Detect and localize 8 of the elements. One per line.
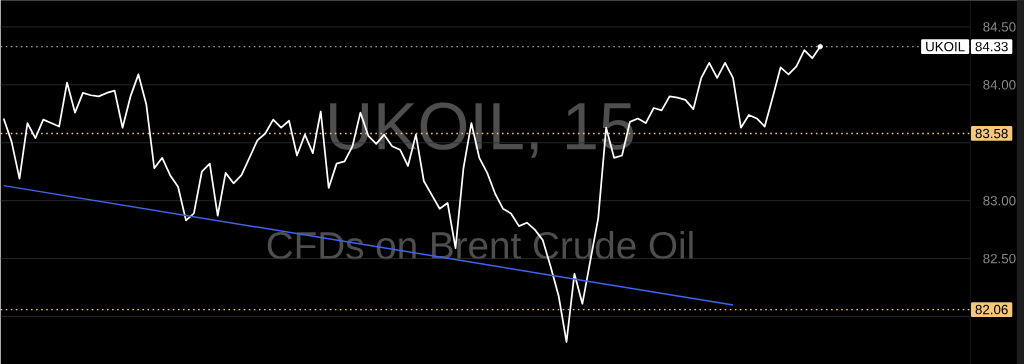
annotation: UKOIL [926, 41, 965, 52]
y-tick-label: 84.00 [983, 79, 1016, 90]
y-tick-label: 83.00 [983, 195, 1016, 206]
ref-line-label: 82.06 [975, 304, 1008, 315]
y-tick-label: 82.50 [983, 253, 1016, 264]
y-tick-label: 84.50 [983, 22, 1016, 32]
ref-line-label: 84.33 [975, 41, 1008, 52]
ref-line-label: 83.58 [975, 128, 1008, 139]
